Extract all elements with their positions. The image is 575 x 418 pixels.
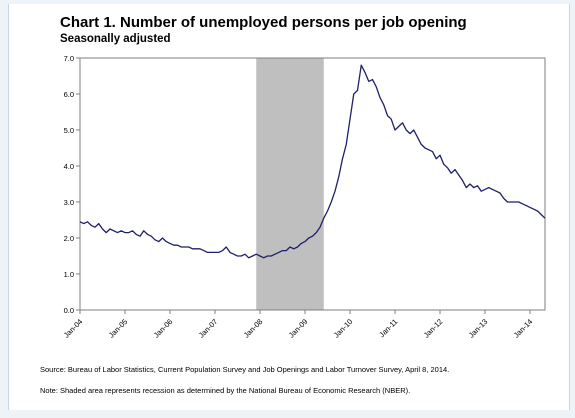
y-tick-label: 6.0 xyxy=(64,90,74,99)
x-tick-label: Jan-04 xyxy=(62,317,85,340)
recession-shading xyxy=(256,58,324,310)
chart-subtitle: Seasonally adjusted xyxy=(60,33,171,45)
x-tick-label: Jan-08 xyxy=(242,317,265,340)
y-tick-label: 2.0 xyxy=(64,234,74,243)
x-tick-label: Jan-11 xyxy=(377,317,399,339)
y-tick-label: 1.0 xyxy=(64,270,74,279)
x-tick-label: Jan-14 xyxy=(512,317,535,340)
chart-title: Chart 1. Number of unemployed persons pe… xyxy=(60,14,467,31)
y-tick-label: 0.0 xyxy=(64,306,74,315)
plot-area-border xyxy=(79,57,546,311)
y-tick-label: 3.0 xyxy=(64,198,74,207)
series-line xyxy=(79,64,546,259)
x-tick-label: Jan-13 xyxy=(467,317,490,340)
y-tick-label: 4.0 xyxy=(64,162,74,171)
x-tick-label: Jan-09 xyxy=(287,317,310,340)
y-tick-label: 5.0 xyxy=(64,126,74,135)
shading-note: Note: Shaded area represents recession a… xyxy=(40,386,411,395)
y-tick-label: 7.0 xyxy=(64,54,74,63)
x-tick-label: Jan-12 xyxy=(422,317,445,340)
source-note: Source: Bureau of Labor Statistics, Curr… xyxy=(40,365,450,374)
x-tick-label: Jan-07 xyxy=(197,317,220,340)
x-tick-label: Jan-05 xyxy=(107,317,130,340)
x-tick-label: Jan-06 xyxy=(152,317,175,340)
x-tick-label: Jan-10 xyxy=(332,317,355,340)
